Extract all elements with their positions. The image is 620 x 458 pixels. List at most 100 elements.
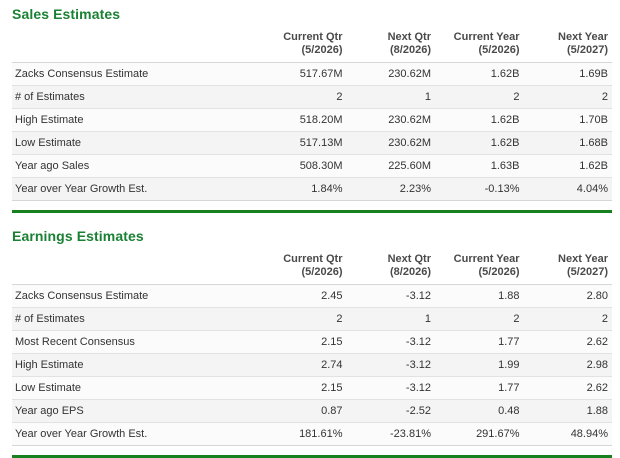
row-value: 2	[435, 307, 524, 331]
column-header-blank	[12, 253, 258, 285]
row-value: 2	[258, 85, 347, 109]
table-row: Year over Year Growth Est. 181.61% -23.8…	[12, 422, 612, 446]
row-value: 2.62	[523, 330, 612, 354]
table-row: # of Estimates 2 1 2 2	[12, 307, 612, 331]
table-row: Most Recent Consensus 2.15 -3.12 1.77 2.…	[12, 330, 612, 354]
row-value: 2.23%	[346, 177, 435, 201]
row-value: -3.12	[346, 376, 435, 400]
row-value: 1.77	[435, 376, 524, 400]
column-header-period: (8/2026)	[390, 266, 431, 278]
row-label: Zacks Consensus Estimate	[12, 62, 258, 86]
row-value: 1.63B	[435, 154, 524, 178]
column-header-next-year: Next Year (5/2027)	[523, 31, 612, 63]
row-label: Most Recent Consensus	[12, 330, 258, 354]
row-value: 1	[346, 307, 435, 331]
table-row: Year over Year Growth Est. 1.84% 2.23% -…	[12, 177, 612, 201]
row-value: 225.60M	[346, 154, 435, 178]
row-value: 230.62M	[346, 62, 435, 86]
row-value: 1.69B	[523, 62, 612, 86]
earnings-estimates-title: Earnings Estimates	[12, 228, 144, 244]
column-header-label: Current Qtr	[283, 253, 343, 265]
row-value: 1	[346, 85, 435, 109]
column-header-current-year: Current Year (5/2026)	[435, 31, 524, 63]
sales-estimates-table: Current Qtr (5/2026) Next Qtr (8/2026) C…	[12, 31, 612, 201]
row-value: 2	[258, 307, 347, 331]
row-value: -3.12	[346, 330, 435, 354]
row-value: 48.94%	[523, 422, 612, 446]
row-value: 1.68B	[523, 131, 612, 155]
row-label: High Estimate	[12, 108, 258, 132]
earnings-estimates-section: Earnings Estimates Current Qtr (5/2026) …	[0, 222, 620, 446]
column-header-label: Next Year	[558, 31, 608, 43]
row-value: -3.12	[346, 284, 435, 308]
row-label: Year ago EPS	[12, 399, 258, 423]
column-header-label: Current Year	[453, 253, 520, 265]
table-row: Zacks Consensus Estimate 517.67M 230.62M…	[12, 62, 612, 86]
column-header-label: Current Year	[453, 31, 520, 43]
row-value: 230.62M	[346, 108, 435, 132]
row-value: 1.88	[523, 399, 612, 423]
row-value: 2.15	[258, 376, 347, 400]
column-header-next-qtr: Next Qtr (8/2026)	[346, 31, 435, 63]
row-value: 1.84%	[258, 177, 347, 201]
row-label: Year ago Sales	[12, 154, 258, 178]
row-label: Low Estimate	[12, 131, 258, 155]
table-row: # of Estimates 2 1 2 2	[12, 85, 612, 109]
row-value: 2	[523, 85, 612, 109]
row-label: Year over Year Growth Est.	[12, 177, 258, 201]
row-value: 1.62B	[435, 62, 524, 86]
row-value: 2.62	[523, 376, 612, 400]
column-header-next-year: Next Year (5/2027)	[523, 253, 612, 285]
row-label: # of Estimates	[12, 85, 258, 109]
row-label: # of Estimates	[12, 307, 258, 331]
column-header-label: Current Qtr	[283, 31, 343, 43]
row-value: 230.62M	[346, 131, 435, 155]
column-header-next-qtr: Next Qtr (8/2026)	[346, 253, 435, 285]
column-header-period: (5/2026)	[478, 44, 520, 56]
row-value: -2.52	[346, 399, 435, 423]
row-value: 518.20M	[258, 108, 347, 132]
column-header-label: Next Qtr	[387, 253, 431, 265]
row-value: 2.15	[258, 330, 347, 354]
row-label: Low Estimate	[12, 376, 258, 400]
column-header-period: (5/2027)	[567, 44, 608, 56]
table-row: Zacks Consensus Estimate 2.45 -3.12 1.88…	[12, 284, 612, 308]
table-row: Low Estimate 517.13M 230.62M 1.62B 1.68B	[12, 131, 612, 155]
row-value: 1.62B	[435, 131, 524, 155]
column-header-current-qtr: Current Qtr (5/2026)	[258, 253, 347, 285]
row-value: -3.12	[346, 353, 435, 377]
row-value: 1.70B	[523, 108, 612, 132]
row-value: 0.87	[258, 399, 347, 423]
row-value: 517.13M	[258, 131, 347, 155]
column-header-period: (8/2026)	[390, 44, 431, 56]
table-row: Low Estimate 2.15 -3.12 1.77 2.62	[12, 376, 612, 400]
row-label: Year over Year Growth Est.	[12, 422, 258, 446]
table-row: High Estimate 518.20M 230.62M 1.62B 1.70…	[12, 108, 612, 132]
row-value: 0.48	[435, 399, 524, 423]
column-header-period: (5/2027)	[567, 266, 608, 278]
row-value: 2.80	[523, 284, 612, 308]
spacer	[0, 213, 620, 222]
row-value: 508.30M	[258, 154, 347, 178]
row-value: -0.13%	[435, 177, 524, 201]
table-row: High Estimate 2.74 -3.12 1.99 2.98	[12, 353, 612, 377]
row-value: 291.67%	[435, 422, 524, 446]
row-value: 1.99	[435, 353, 524, 377]
sales-estimates-section: Sales Estimates Current Qtr (5/2026) Nex…	[0, 0, 620, 201]
section-divider-sales	[12, 210, 612, 213]
column-header-blank	[12, 31, 258, 63]
column-header-current-year: Current Year (5/2026)	[435, 253, 524, 285]
row-label: Zacks Consensus Estimate	[12, 284, 258, 308]
column-header-current-qtr: Current Qtr (5/2026)	[258, 31, 347, 63]
column-header-period: (5/2026)	[301, 44, 343, 56]
row-value: 181.61%	[258, 422, 347, 446]
row-value: 4.04%	[523, 177, 612, 201]
row-value: 1.77	[435, 330, 524, 354]
row-value: 2	[435, 85, 524, 109]
row-value: -23.81%	[346, 422, 435, 446]
row-value: 1.62B	[435, 108, 524, 132]
row-value: 1.88	[435, 284, 524, 308]
column-header-period: (5/2026)	[301, 266, 343, 278]
row-value: 2.74	[258, 353, 347, 377]
